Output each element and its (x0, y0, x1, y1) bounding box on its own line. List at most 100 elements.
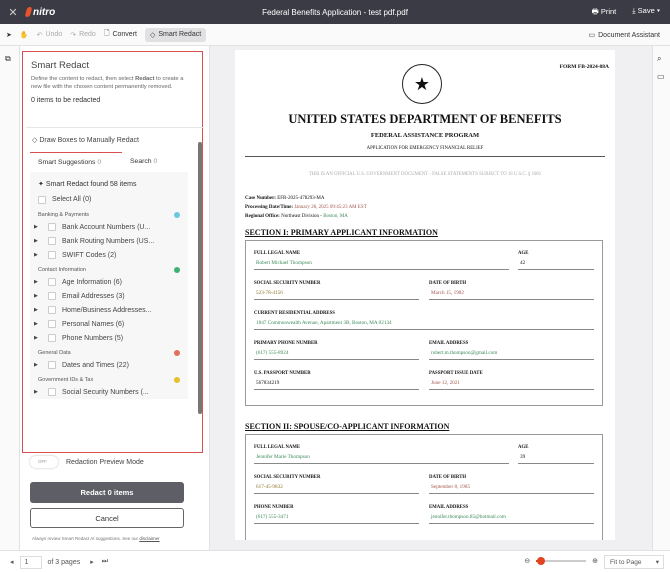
scrollbar-thumb[interactable] (198, 142, 202, 414)
zoom-controls: ⊖ ⊕ (524, 557, 598, 565)
zoom-in-icon[interactable]: ⊕ (592, 558, 598, 565)
page-number-input[interactable]: 1 (19, 555, 42, 569)
found-status: ✦ Smart Redact found 58 items (30, 176, 188, 192)
expand-arrow-icon[interactable]: ▶ (34, 389, 38, 395)
select-cursor-icon[interactable]: ➤ (6, 31, 12, 39)
field: FULL LEGAL NAME Robert Michael Thompson (254, 251, 509, 270)
field-label: SOCIAL SECURITY NUMBER (254, 475, 321, 480)
doc-subtitle: APPLICATION FOR EMERGENCY FINANCIAL RELI… (366, 146, 484, 151)
proc-value: January 28, 2025 09:45:23 AM EST (294, 205, 367, 210)
checkbox[interactable] (38, 195, 46, 204)
checkbox[interactable] (48, 292, 56, 300)
undo-button[interactable]: ↶ Undo (37, 31, 63, 39)
print-button[interactable]: 🖶 Print (592, 6, 617, 19)
undo-icon: ↶ (36, 31, 43, 39)
close-icon[interactable]: ✕ (8, 6, 18, 19)
cancel-button[interactable]: Cancel (30, 508, 184, 528)
office-city: Boston, MA (323, 214, 348, 219)
suggestion-item[interactable]: ▶ Bank Account Numbers (U... (30, 220, 188, 234)
document-assistant-label: Document Assistant (598, 31, 660, 39)
suggestion-item[interactable]: ▶ Age Information (6) (30, 275, 188, 289)
zoom-out-icon[interactable]: ⊖ (524, 558, 531, 565)
expand-arrow-icon[interactable]: ▶ (34, 307, 38, 313)
field-label: AGE (518, 445, 529, 450)
checkbox[interactable] (48, 237, 56, 245)
select-all-checkbox[interactable]: Select All (0) (30, 192, 188, 207)
category-header: Government IDs & Tax (30, 372, 188, 385)
proc-label: Processing Date/Time: (245, 205, 294, 210)
expand-arrow-icon[interactable]: ▶ (34, 362, 38, 368)
field-label: AGE (518, 251, 529, 256)
expand-arrow-icon[interactable]: ▶ (34, 335, 38, 341)
convert-button[interactable]: 🗋 Convert (104, 29, 137, 40)
checkbox[interactable] (48, 320, 56, 328)
checkbox[interactable] (48, 361, 56, 369)
next-page-icon[interactable]: ▸ (90, 559, 94, 566)
prev-page-icon[interactable]: ◂ (10, 559, 14, 566)
suggestion-item[interactable]: ▶ Phone Numbers (5) (30, 331, 188, 345)
suggestion-item[interactable]: ▶ Home/Business Addresses... (30, 303, 188, 317)
doc-warning: THIS IS AN OFFICIAL U.S. GOVERNMENT DOCU… (308, 172, 542, 177)
category-name: Government IDs & Tax (38, 377, 94, 383)
field-value: 567834219 (254, 380, 419, 390)
field-value: March 15, 1982 (429, 290, 594, 300)
comment-icon[interactable]: ▭ (657, 72, 665, 81)
expand-arrow-icon[interactable]: ▶ (34, 293, 38, 299)
zoom-slider-handle[interactable] (537, 557, 546, 565)
field-value: 39 (518, 454, 594, 464)
zoom-slider[interactable] (536, 557, 587, 565)
tab-smart-suggestions[interactable]: Smart Suggestions 0 (30, 152, 122, 172)
item-label: Bank Account Numbers (U... (62, 223, 151, 231)
document-assistant-button[interactable]: ▭ Document Assistant (589, 31, 661, 40)
checkbox[interactable] (48, 251, 56, 259)
expand-arrow-icon[interactable]: ▶ (34, 224, 38, 230)
item-label: Social Security Numbers (... (62, 388, 149, 396)
expand-arrow-icon[interactable]: ▶ (34, 321, 38, 327)
section-1-box: FULL LEGAL NAME Robert Michael Thompson A… (245, 240, 603, 406)
category-header: Banking & Payments (30, 207, 188, 220)
field-value: Jennifer Marie Thompson (254, 454, 509, 464)
expand-arrow-icon[interactable]: ▶ (34, 252, 38, 258)
draw-boxes-button[interactable]: ◇ Draw Boxes to Manually Redact (26, 128, 204, 152)
checkbox[interactable] (48, 388, 56, 396)
field: PRIMARY PHONE NUMBER (617) 555-8924 (254, 341, 419, 360)
last-page-icon[interactable]: ⏭ (101, 558, 109, 565)
field-label: CURRENT RESIDENTIAL ADDRESS (254, 311, 335, 316)
suggestion-item[interactable]: ▶ Email Addresses (3) (30, 289, 188, 303)
disclaimer-text: Always review Smart Redact AI suggestion… (32, 536, 160, 541)
search-icon[interactable]: ⌕ (657, 54, 662, 63)
suggestion-list: ✦ Smart Redact found 58 items Select All… (30, 172, 188, 399)
disclaimer-link[interactable]: disclaimer (139, 536, 160, 541)
item-label: Dates and Times (22) (62, 361, 129, 369)
chevron-down-icon[interactable]: ▾ (656, 5, 660, 15)
suggestion-item[interactable]: ▶ Dates and Times (22) (30, 358, 188, 372)
tab-search[interactable]: Search 0 (122, 152, 165, 172)
section-2-box: FULL LEGAL NAME Jennifer Marie Thompson A… (245, 434, 603, 540)
field-value: 617-45-9832 (254, 484, 419, 494)
checkbox[interactable] (48, 334, 56, 342)
field-value: robert.m.thompson@gmail.com (429, 350, 594, 360)
pages-icon[interactable]: ⧉ (5, 54, 11, 63)
save-label: Save (637, 5, 655, 15)
hand-pan-icon[interactable]: ✋ (19, 31, 29, 39)
redo-button[interactable]: ↷ Redo (70, 31, 96, 39)
checkbox[interactable] (48, 278, 56, 286)
title-bar: ✕ nitro Federal Benefits Application - t… (0, 0, 670, 24)
checkbox[interactable] (48, 306, 56, 314)
expand-arrow-icon[interactable]: ▶ (34, 238, 38, 244)
checkbox[interactable] (48, 223, 56, 231)
category-name: Banking & Payments (38, 212, 90, 218)
smart-redact-button[interactable]: ◇ Smart Redact (144, 27, 207, 42)
item-label: Bank Routing Numbers (US... (62, 237, 155, 245)
redact-button[interactable]: Redact 0 items (30, 482, 184, 503)
zoom-select[interactable]: Fit to Page ▾ (604, 555, 664, 569)
scrollbar[interactable] (198, 136, 202, 441)
suggestion-item[interactable]: ▶ SWIFT Codes (2) (30, 248, 188, 262)
preview-toggle[interactable]: OFF (30, 456, 58, 468)
expand-arrow-icon[interactable]: ▶ (34, 279, 38, 285)
suggestion-item[interactable]: ▶ Personal Names (6) (30, 317, 188, 331)
save-button[interactable]: ⤓ Save ▾ (632, 6, 660, 19)
suggestion-item[interactable]: ▶ Social Security Numbers (... (30, 385, 188, 399)
tab-count: 0 (153, 158, 158, 165)
suggestion-item[interactable]: ▶ Bank Routing Numbers (US... (30, 234, 188, 248)
